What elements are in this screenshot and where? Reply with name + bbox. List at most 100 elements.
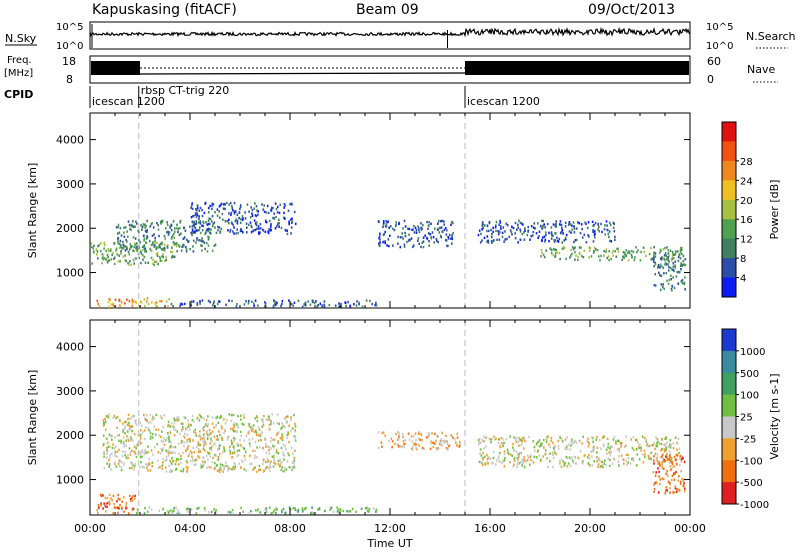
echo-cell	[628, 251, 631, 255]
echo-cell	[191, 207, 194, 211]
echo-cell	[668, 266, 670, 269]
echo-cell	[486, 235, 489, 238]
echo-cell	[232, 465, 235, 469]
echo-cell	[236, 222, 239, 225]
echo-cell	[147, 421, 150, 424]
echo-cell	[618, 455, 620, 458]
echo-cell	[200, 463, 202, 466]
echo-cell	[135, 247, 137, 250]
echo-cell	[268, 469, 271, 472]
echo-cell	[198, 217, 200, 221]
echo-cell	[666, 441, 668, 444]
echo-cell	[575, 441, 578, 444]
echo-cell	[506, 237, 508, 241]
echo-cell	[106, 450, 109, 453]
echo-cell	[125, 456, 128, 459]
echo-cell	[138, 230, 140, 233]
echo-cell	[227, 438, 229, 441]
echo-cell	[151, 301, 153, 304]
echo-cell	[509, 453, 512, 456]
echo-cell	[518, 455, 520, 458]
echo-cell	[281, 438, 284, 442]
echo-cell	[127, 235, 129, 238]
echo-cell	[503, 452, 506, 456]
echo-cell	[526, 454, 529, 457]
echo-cell	[607, 442, 610, 446]
echo-cell	[168, 439, 171, 443]
echo-cell	[304, 301, 307, 304]
echo-cell	[574, 251, 576, 254]
echo-cell	[103, 466, 106, 470]
echo-cell	[384, 240, 386, 243]
echo-cell	[605, 463, 607, 467]
echo-cell	[239, 221, 242, 224]
echo-cell	[199, 244, 202, 247]
echo-cell	[674, 485, 677, 488]
echo-cell	[236, 442, 238, 446]
echo-cell	[282, 424, 285, 428]
echo-cell	[433, 241, 435, 244]
echo-cell	[491, 235, 493, 239]
echo-cell	[550, 226, 553, 229]
echo-cell	[401, 232, 403, 235]
echo-cell	[417, 237, 420, 240]
nsky-label: N.Sky	[5, 32, 37, 45]
echo-cell	[413, 231, 416, 234]
echo-cell	[120, 246, 122, 249]
echo-cell	[253, 229, 255, 232]
echo-cell	[265, 451, 268, 455]
echo-cell	[185, 250, 188, 253]
echo-cell	[145, 418, 147, 421]
echo-cell	[526, 233, 529, 237]
echo-cell	[609, 453, 612, 457]
echo-cell	[102, 254, 105, 257]
echo-cell	[213, 244, 216, 247]
echo-cell	[552, 465, 554, 469]
echo-cell	[678, 475, 680, 478]
echo-cell	[251, 462, 253, 465]
echo-cell	[125, 245, 128, 249]
echo-cell	[178, 511, 181, 515]
echo-cell	[524, 229, 526, 232]
echo-cell	[255, 429, 257, 432]
echo-cell	[318, 507, 321, 510]
echo-cell	[190, 508, 193, 511]
echo-cell	[192, 459, 194, 463]
echo-cell	[510, 231, 513, 234]
echo-cell	[618, 439, 620, 443]
echo-cell	[505, 222, 508, 225]
echo-cell	[136, 444, 139, 447]
echo-cell	[188, 425, 191, 428]
echo-cell	[665, 472, 667, 476]
echo-cell	[205, 221, 207, 224]
echo-cell	[201, 427, 204, 430]
echo-cell	[166, 450, 169, 454]
echo-cell	[323, 305, 326, 308]
echo-cell	[228, 446, 231, 449]
echo-cell	[540, 255, 542, 258]
echo-cell	[552, 234, 554, 237]
echo-cell	[206, 228, 209, 231]
echo-cell	[612, 249, 615, 253]
echo-cell	[108, 413, 110, 416]
echo-cell	[187, 445, 190, 448]
echo-cell	[120, 251, 122, 254]
echo-cell	[313, 301, 316, 305]
echo-cell	[190, 304, 192, 307]
echo-cell	[199, 206, 202, 210]
echo-cell	[207, 452, 210, 455]
echo-cell	[127, 438, 129, 441]
echo-cell	[152, 243, 154, 246]
echo-cell	[144, 507, 146, 510]
echo-cell	[667, 458, 670, 461]
echo-cell	[111, 253, 113, 257]
echo-cell	[617, 439, 619, 442]
echo-cell	[162, 253, 164, 256]
echo-cell	[553, 240, 556, 243]
echo-cell	[581, 227, 583, 231]
echo-cell	[315, 300, 317, 303]
echo-cell	[218, 470, 221, 473]
echo-cell	[565, 444, 568, 447]
echo-cell	[549, 247, 552, 250]
echo-cell	[440, 441, 442, 444]
